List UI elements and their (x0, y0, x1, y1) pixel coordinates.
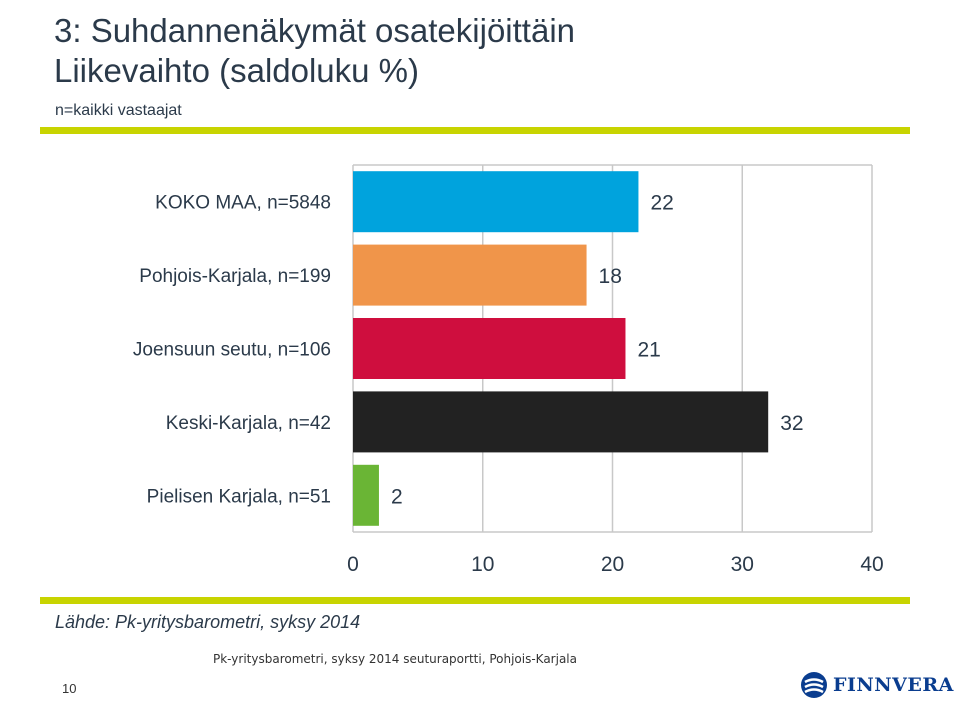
x-tick-label: 40 (860, 553, 883, 576)
category-label: Joensuun seutu, n=106 (133, 340, 331, 361)
chart-title: Liikevaihto (saldoluku %) (54, 52, 420, 89)
bar (353, 318, 626, 379)
bar (353, 464, 379, 526)
finnvera-logo-icon (801, 672, 827, 698)
page-number: 10 (62, 681, 77, 696)
x-tick-label: 0 (347, 553, 359, 576)
bar (353, 171, 639, 233)
data-label: 22 (650, 192, 673, 215)
bar (353, 391, 769, 453)
data-label: 18 (599, 265, 622, 288)
category-label: Pielisen Karjala, n=51 (147, 486, 331, 507)
x-tick-label: 10 (471, 553, 494, 576)
category-label: Pohjois-Karjala, n=199 (139, 266, 331, 287)
data-label: 2 (391, 485, 403, 508)
bottom-divider (40, 597, 910, 604)
page-title: 3: Suhdannenäkymät osatekijöittäin (54, 12, 576, 49)
x-tick-label: 30 (731, 553, 754, 576)
source-note: Lähde: Pk-yritysbarometri, syksy 2014 (55, 612, 361, 632)
x-tick-label: 20 (601, 553, 624, 576)
footer-text: Pk-yritysbarometri, syksy 2014 seuturapo… (213, 652, 577, 666)
bar-chart: 0 10 20 30 40 22 KOKO MAA, n=5848 18 Pohjois-Kar… (133, 164, 884, 576)
category-label: KOKO MAA, n=5848 (155, 193, 331, 214)
category-label: Keski-Karjala, n=42 (166, 413, 331, 434)
data-label: 32 (780, 412, 803, 435)
chart-subtitle: n=kaikki vastaajat (55, 102, 182, 119)
data-label: 21 (637, 339, 660, 362)
top-divider (40, 127, 910, 134)
finnvera-logo: FINNVERA (800, 671, 954, 699)
logo-text: FINNVERA (833, 674, 954, 696)
bar (353, 244, 587, 306)
